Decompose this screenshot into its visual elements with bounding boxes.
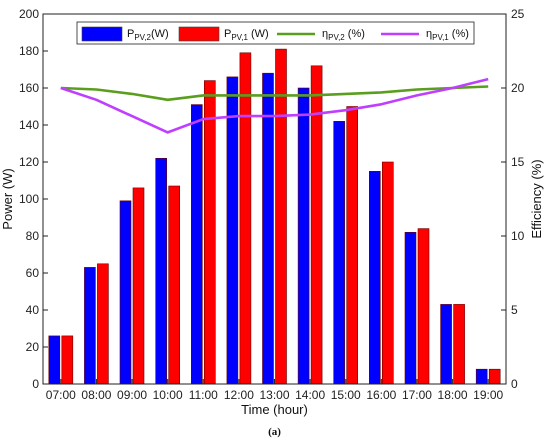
x-tick-label: 10:00 <box>153 388 183 402</box>
bar <box>204 80 216 385</box>
x-tick-label: 07:00 <box>46 388 76 402</box>
y-tick-label: 200 <box>19 7 39 21</box>
bar <box>262 72 274 385</box>
y2-tick-label: 10 <box>511 229 525 243</box>
bar <box>333 121 346 385</box>
efficiency-lines <box>60 77 489 134</box>
bar <box>97 263 109 385</box>
bar <box>275 48 287 385</box>
y2-tick-label: 25 <box>511 7 525 21</box>
bar <box>48 335 61 385</box>
y-tick-label: 60 <box>26 266 40 280</box>
x-tick-label: 15:00 <box>331 388 361 402</box>
y2-tick-label: 5 <box>511 303 518 317</box>
bar <box>440 304 452 385</box>
x-tick-label: 11:00 <box>189 388 218 402</box>
legend-label: PPV,1 (W) <box>224 28 269 42</box>
bar <box>475 368 488 385</box>
y-tick-label: 80 <box>26 229 40 243</box>
legend-label: ηPV,1 (%) <box>426 28 469 42</box>
series-line <box>60 77 489 134</box>
bar <box>488 368 501 385</box>
y-tick-label: 160 <box>19 81 39 95</box>
x-tick-label: 19:00 <box>473 388 503 402</box>
bar <box>168 185 180 385</box>
legend: PPV,2(W) PPV,1 (W) ηPV,2 (%) ηPV,1 (%) <box>76 21 475 45</box>
bar <box>191 104 203 385</box>
legend-label: ηPV,2 (%) <box>322 28 365 42</box>
y-tick-label: 40 <box>26 303 40 317</box>
y-axis-label: Power (W) <box>0 168 15 229</box>
y-tick-label: 20 <box>26 340 40 354</box>
x-tick-label: 12:00 <box>224 388 254 402</box>
y-tick-label: 0 <box>32 377 39 391</box>
bar <box>381 161 394 385</box>
y2-tick-label: 20 <box>511 81 525 95</box>
bar <box>417 228 430 385</box>
bar <box>453 304 465 385</box>
bar <box>368 171 381 385</box>
bar <box>404 232 417 385</box>
y-tick-label: 140 <box>19 118 39 132</box>
x-tick-label: 18:00 <box>438 388 468 402</box>
x-tick-label: 17:00 <box>402 388 432 402</box>
y-tick-label: 120 <box>19 155 39 169</box>
legend-swatch <box>178 26 220 42</box>
bar <box>119 200 132 385</box>
x-tick-label: 13:00 <box>259 388 289 402</box>
x-tick-label: 08:00 <box>81 388 111 402</box>
series-line <box>60 85 489 102</box>
bar <box>226 76 239 385</box>
x-tick-label: 09:00 <box>117 388 147 402</box>
figure-caption: (a) <box>268 426 281 438</box>
axes: 0 20 40 60 80 100 120 140 160 180 200 0 5 10 15 20 25 07:… <box>19 7 525 402</box>
legend-swatch <box>81 26 123 42</box>
x-tick-label: 14:00 <box>295 388 325 402</box>
legend-box <box>76 21 475 45</box>
y2-axis-label: Efficiency (%) <box>529 159 544 238</box>
bar <box>239 52 252 385</box>
legend-label: PPV,2(W) <box>127 28 169 42</box>
bar <box>155 158 167 385</box>
plot-area <box>43 14 506 384</box>
y2-tick-label: 15 <box>511 155 525 169</box>
bars <box>48 48 501 385</box>
y-tick-label: 180 <box>19 44 39 58</box>
y-tick-label: 100 <box>19 192 39 206</box>
x-tick-label: 16:00 <box>366 388 396 402</box>
bar <box>84 267 96 385</box>
bar <box>346 106 359 385</box>
y2-tick-label: 0 <box>511 377 518 391</box>
bar <box>297 87 310 385</box>
x-axis-label: Time (hour) <box>241 402 308 417</box>
bar <box>132 187 145 385</box>
bar <box>61 335 74 385</box>
